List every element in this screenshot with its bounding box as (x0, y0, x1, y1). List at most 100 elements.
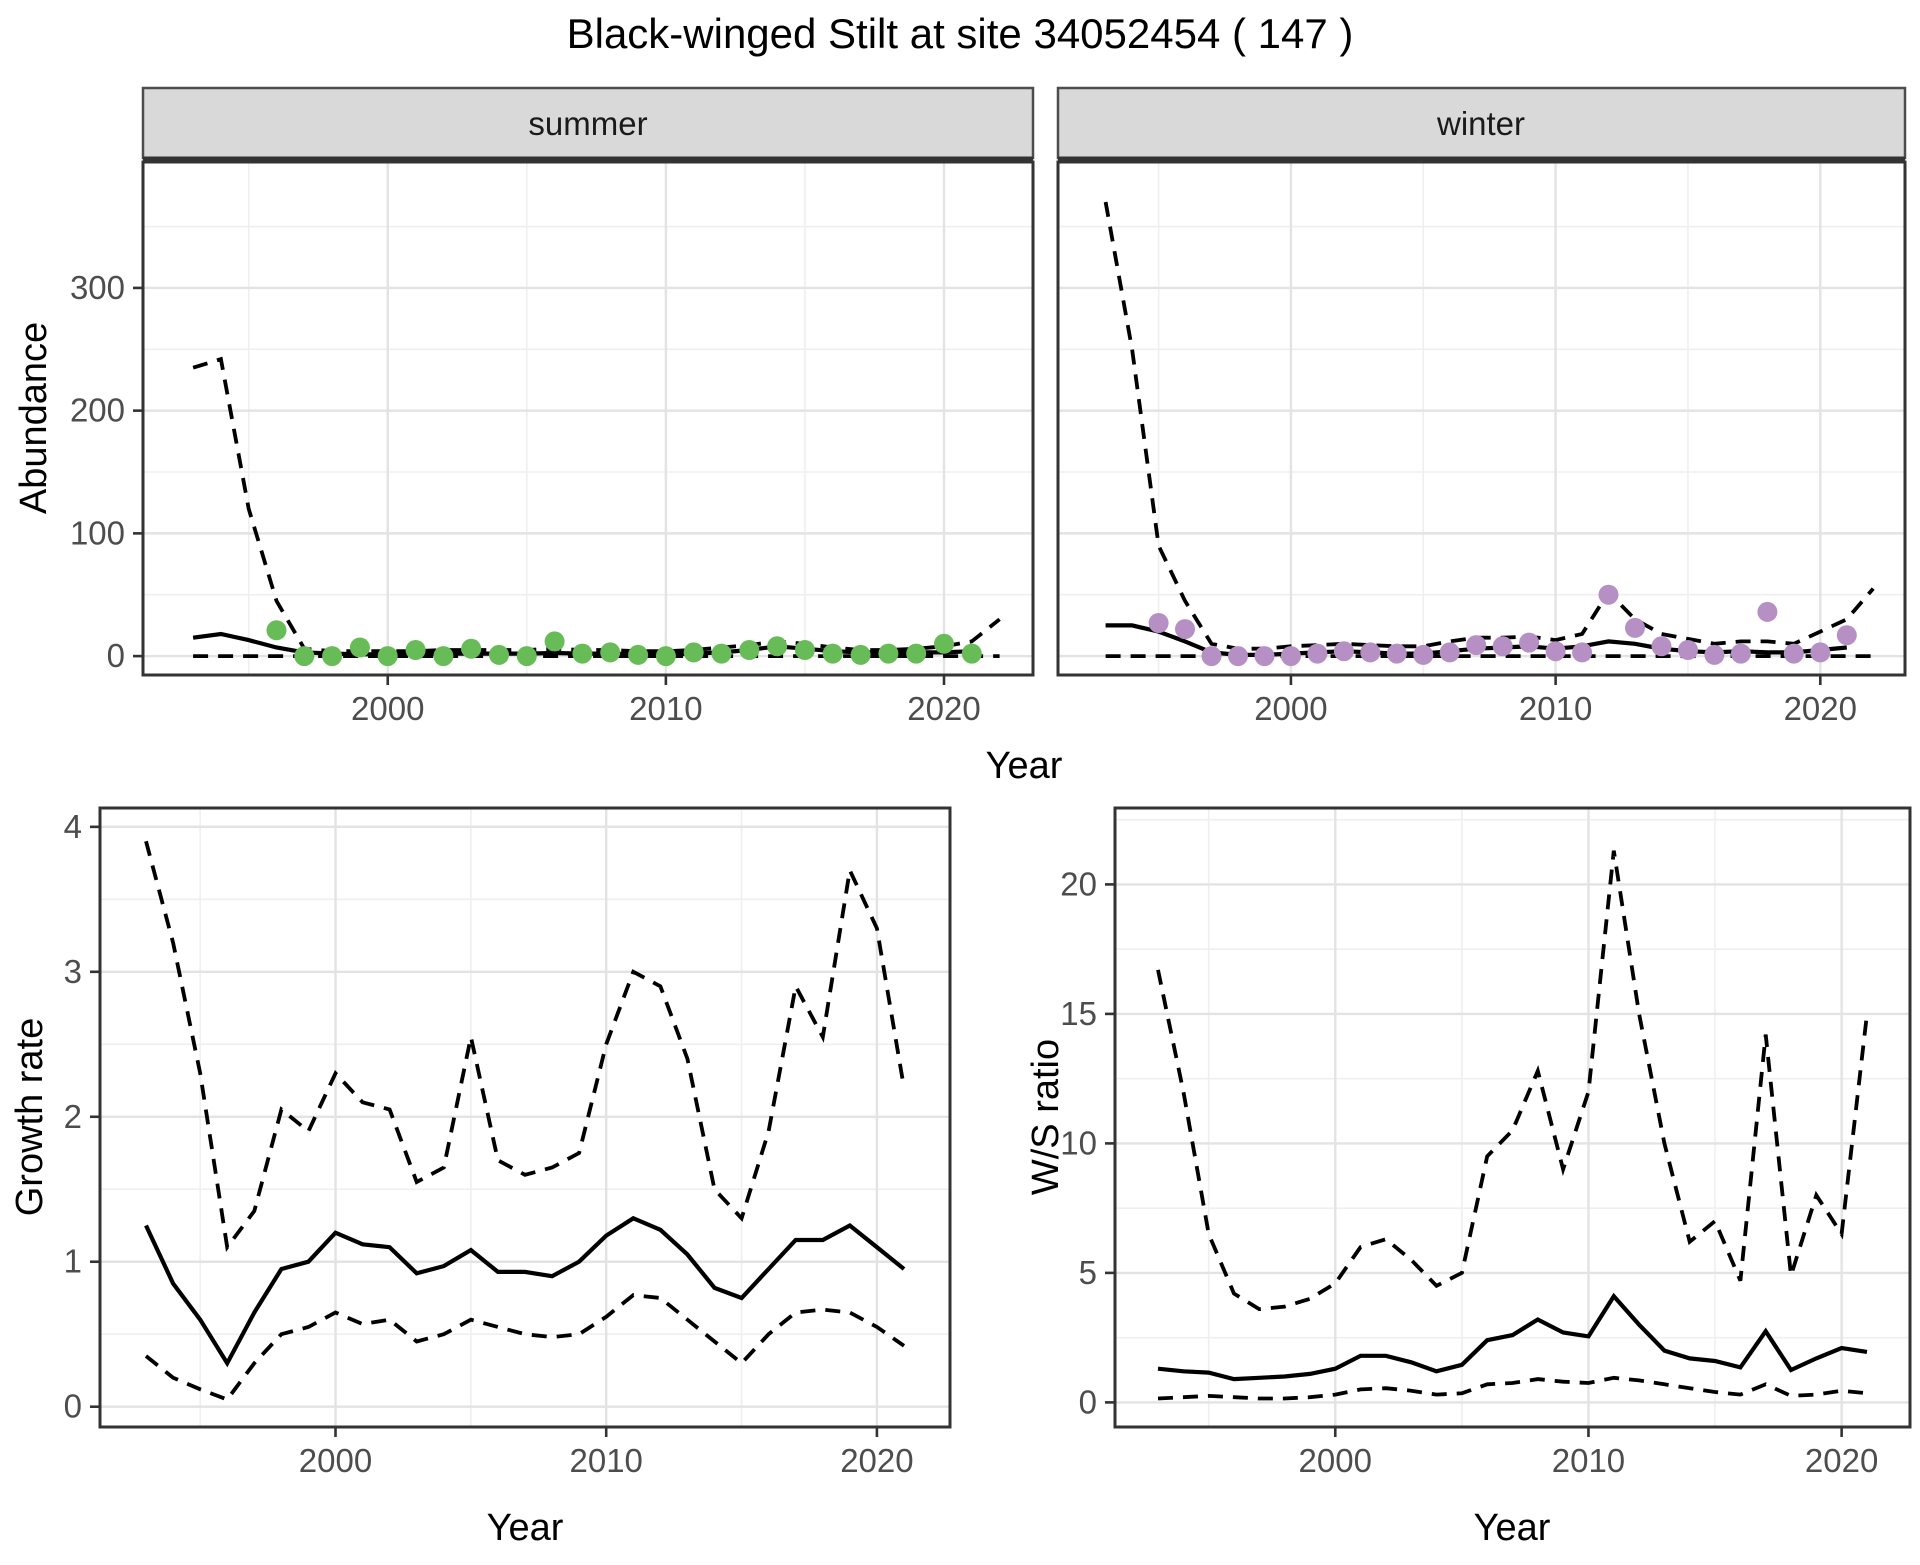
data-point (1360, 642, 1381, 663)
data-point (628, 644, 649, 665)
x-tick-label: 2010 (629, 690, 702, 727)
facet-strip-summer-label: summer (528, 105, 647, 142)
ws-panel: 2000 2010 2020 0 5 10 15 20 (1060, 806, 1912, 1479)
data-point (489, 644, 509, 665)
growth-upper_ci-line (144, 840, 906, 1252)
facet-strip-winter-label: winter (1436, 105, 1525, 142)
x-tick-label: 2020 (840, 1442, 913, 1479)
data-point (1333, 641, 1354, 662)
data-point (794, 640, 815, 660)
data-point (961, 643, 982, 664)
data-point (1280, 646, 1301, 667)
data-point (1439, 642, 1460, 663)
summer-panel-border (141, 160, 1035, 677)
top-x-axis-title: Year (986, 745, 1063, 787)
data-point (1492, 636, 1513, 657)
data-point (1704, 644, 1725, 665)
data-point (572, 643, 593, 664)
y-tick-label: 200 (70, 392, 125, 429)
ws-fit-line (1157, 1292, 1868, 1382)
summer-panel: 2000 2010 2020 0 100 200 300 (70, 160, 1035, 727)
x-tick-label: 2000 (1254, 690, 1327, 727)
x-tick-label: 2000 (1299, 1442, 1372, 1479)
data-point (544, 631, 565, 652)
data-point (600, 642, 621, 663)
data-point (516, 646, 537, 667)
data-point (322, 646, 343, 667)
facet-strip-winter: winter (1056, 86, 1907, 162)
y-tick-label: 300 (70, 269, 125, 306)
abundance-axis-title: Abundance (13, 322, 55, 514)
ws-upper_ci-line (1156, 850, 1869, 1312)
data-point (1572, 642, 1593, 663)
data-point (878, 643, 899, 664)
data-point (711, 643, 732, 664)
y-tick-label: 0 (107, 637, 125, 674)
data-point (767, 636, 788, 657)
data-point (1466, 635, 1487, 656)
data-point (1783, 643, 1804, 664)
ws-lower_ci-line (1157, 1375, 1868, 1401)
data-point (1598, 584, 1619, 605)
summer-observed-points (266, 620, 982, 667)
data-point (377, 646, 398, 667)
growth-lower_ci-line (144, 1293, 906, 1402)
x-tick-label: 2020 (907, 690, 980, 727)
x-tick-label: 2010 (1519, 690, 1592, 727)
x-tick-label: 2000 (299, 1442, 372, 1479)
data-point (433, 646, 454, 667)
data-point (739, 640, 760, 660)
data-point (294, 646, 315, 667)
ws-panel-border (1113, 806, 1912, 1429)
data-point (1254, 646, 1275, 667)
data-point (461, 638, 482, 659)
data-point (1651, 636, 1672, 657)
growth-x-axis-title: Year (487, 1507, 564, 1549)
y-tick-label: 0 (1079, 1383, 1097, 1420)
ws-x-axis-title: Year (1474, 1507, 1551, 1549)
data-point (1228, 646, 1248, 667)
data-point (405, 640, 426, 660)
data-point (655, 646, 676, 667)
y-tick-label: 15 (1060, 995, 1097, 1032)
x-tick-label: 2000 (351, 690, 424, 727)
x-tick-label: 2020 (1805, 1442, 1878, 1479)
data-point (1836, 625, 1857, 646)
x-tick-label: 2020 (1784, 690, 1857, 727)
summer-panel-bg (143, 162, 1033, 675)
y-tick-label: 1 (64, 1243, 82, 1280)
facet-strip-summer: summer (141, 86, 1035, 162)
ws-y-axis-title: W/S ratio (1025, 1039, 1067, 1195)
data-point (1307, 643, 1328, 664)
y-tick-label: 2 (64, 1098, 82, 1135)
facet-strip-summer-bg (141, 86, 1035, 160)
winter-panel-border (1056, 160, 1907, 677)
ws-panel-bg (1115, 808, 1910, 1427)
y-tick-label: 0 (64, 1388, 82, 1425)
growth-fit-line (144, 1215, 906, 1368)
growth-y-axis-title: Growth rate (9, 1018, 51, 1217)
data-point (1730, 643, 1751, 664)
y-tick-label: 4 (64, 808, 82, 845)
data-point (1757, 601, 1778, 622)
data-point (683, 642, 704, 663)
y-tick-label: 100 (70, 514, 125, 551)
y-tick-label: 3 (64, 953, 82, 990)
y-tick-label: 20 (1060, 865, 1097, 902)
data-point (1810, 642, 1831, 663)
winter-observed-points (1148, 584, 1857, 667)
x-tick-label: 2010 (569, 1442, 642, 1479)
growth-panel: 2000 2010 2020 0 1 2 3 4 (64, 806, 952, 1479)
x-tick-label: 2010 (1552, 1442, 1625, 1479)
data-point (1545, 641, 1566, 662)
figure-title: Black-winged Stilt at site 34052454 ( 14… (567, 10, 1354, 57)
winter-panel: 2000 2010 2020 (1056, 160, 1907, 727)
y-tick-label: 10 (1060, 1124, 1097, 1161)
data-point (1148, 613, 1169, 633)
data-point (1678, 640, 1698, 660)
data-point (1201, 646, 1222, 667)
data-point (850, 644, 871, 665)
data-point (1386, 643, 1407, 664)
